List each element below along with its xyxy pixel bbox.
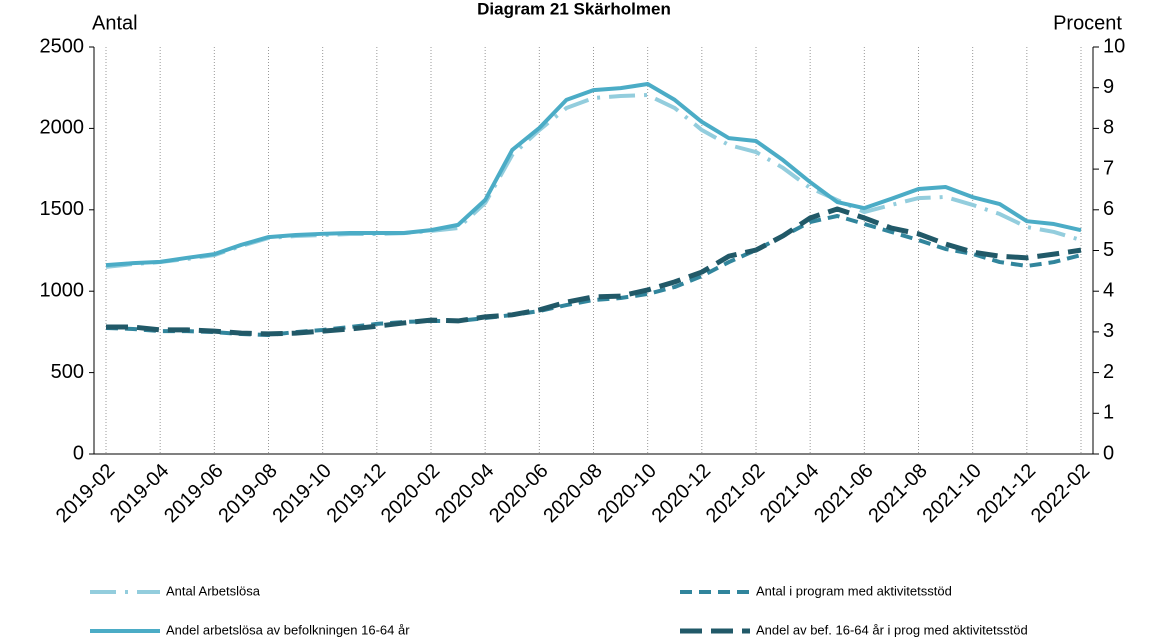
x-tick-label: 2020-04: [431, 460, 498, 527]
y2-axis-title: Procent: [1053, 12, 1122, 34]
legend-label: Andel arbetslösa av befolkningen 16-64 å…: [166, 622, 410, 637]
x-tick-label: 2019-10: [268, 460, 335, 527]
y-axis-title: Antal: [92, 12, 138, 34]
y2-tick-label: 9: [1103, 76, 1114, 98]
y2-tick-label: 8: [1103, 117, 1114, 139]
y2-tick-label: 0: [1103, 442, 1114, 464]
legend-label: Antal i program med aktivitetsstöd: [756, 583, 952, 598]
x-tick-label: 2020-08: [539, 460, 606, 527]
y-tick-label: 1500: [40, 198, 85, 220]
chart-title: Diagram 21 Skärholmen: [477, 0, 671, 18]
y2-tick-label: 7: [1103, 157, 1114, 179]
x-tick-label: 2021-04: [756, 460, 823, 527]
x-tick-label: 2019-06: [160, 460, 227, 527]
y2-tick-label: 4: [1103, 279, 1114, 301]
y2-tick-label: 10: [1103, 35, 1125, 57]
y2-tick-label: 5: [1103, 239, 1114, 261]
x-tick-label: 2021-10: [918, 460, 985, 527]
x-tick-label: 2021-08: [864, 460, 931, 527]
x-tick-label: 2021-12: [973, 460, 1040, 527]
series-line: [105, 82, 1082, 268]
y-tick-label: 1000: [40, 279, 85, 301]
x-tick-label: 2022-02: [1027, 460, 1094, 527]
x-tick-label: 2020-02: [377, 460, 444, 527]
x-tick-label: 2019-02: [52, 460, 119, 527]
x-tick-label: 2020-10: [593, 460, 660, 527]
x-tick-label: 2021-06: [810, 460, 877, 527]
x-tick-label: 2019-04: [106, 460, 173, 527]
y-tick-label: 0: [73, 442, 84, 464]
x-tick-label: 2019-12: [323, 460, 390, 527]
y2-tick-label: 3: [1103, 320, 1114, 342]
x-tick-label: 2020-06: [485, 460, 552, 527]
x-tick-label: 2021-02: [702, 460, 769, 527]
x-tick-label: 2020-12: [648, 460, 715, 527]
legend-label: Andel av bef. 16-64 år i prog med aktivi…: [756, 622, 1028, 637]
y-tick-label: 500: [51, 361, 84, 383]
y2-tick-label: 1: [1103, 402, 1114, 424]
y2-tick-label: 2: [1103, 361, 1114, 383]
series-line: [106, 206, 1082, 337]
legend-label: Antal Arbetslösa: [166, 583, 261, 598]
y2-tick-label: 6: [1103, 198, 1114, 220]
x-tick-label: 2019-08: [214, 460, 281, 527]
y-tick-label: 2000: [40, 117, 85, 139]
y-tick-label: 2500: [40, 35, 85, 57]
